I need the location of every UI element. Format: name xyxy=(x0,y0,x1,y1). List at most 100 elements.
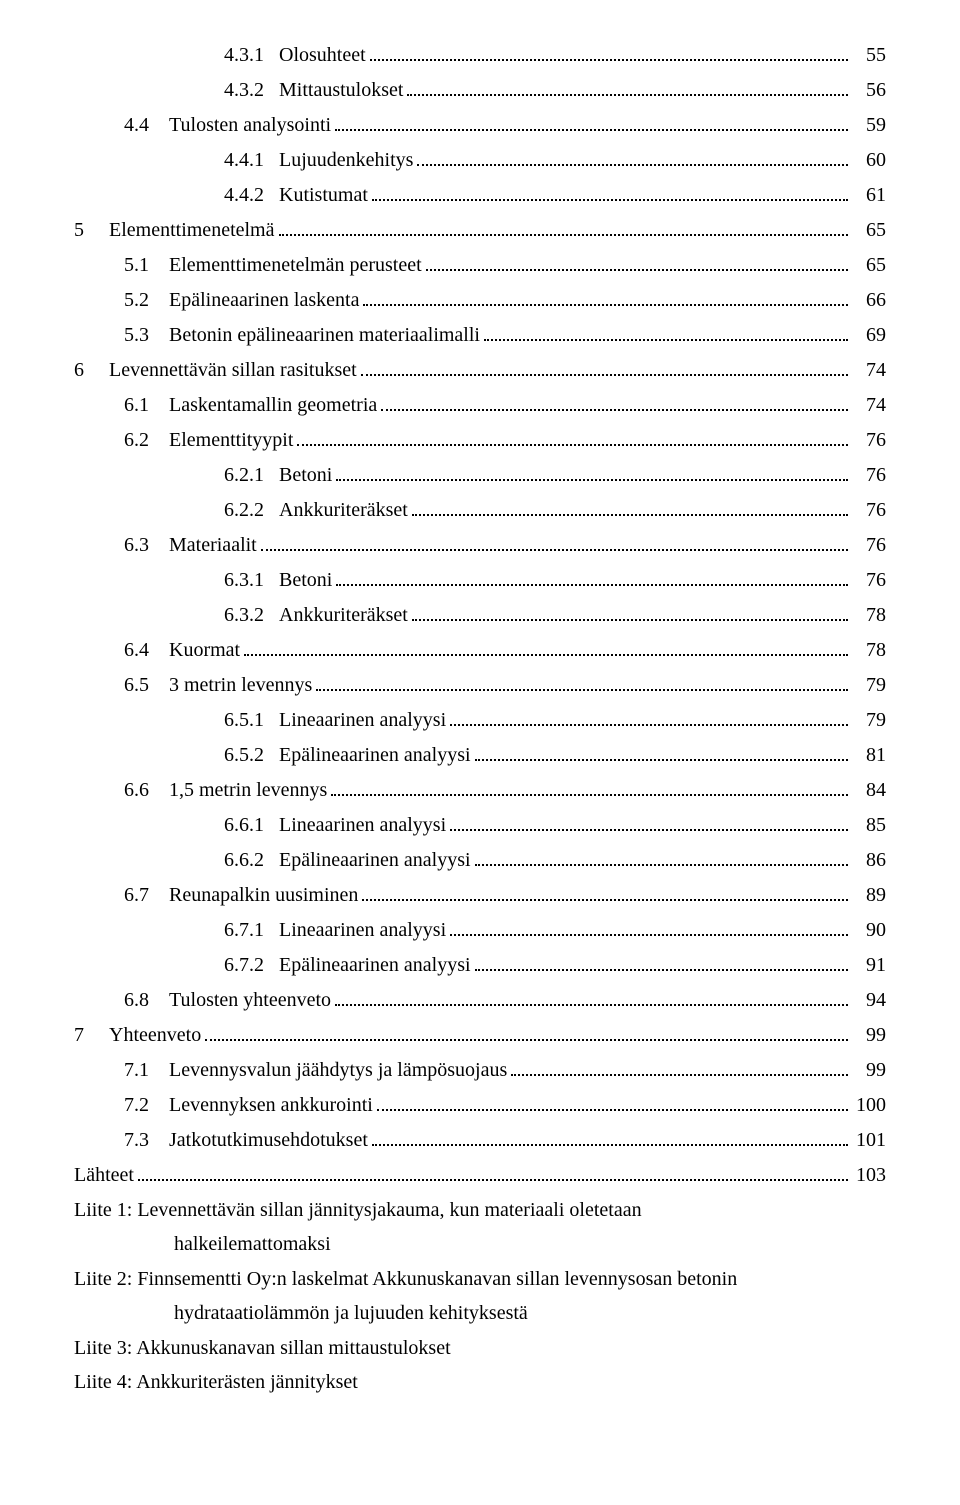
toc-leader-dots xyxy=(297,444,848,446)
appendix-entry: Liite 1: Levennettävän sillan jännitysja… xyxy=(74,1193,886,1227)
toc-label: 6.6 1,5 metrin levennys xyxy=(124,773,327,808)
toc-gap xyxy=(149,639,169,661)
toc-label: 6.2.1 Betoni xyxy=(224,458,332,493)
toc-label: 5.3 Betonin epälineaarinen materiaalimal… xyxy=(124,318,480,353)
toc-gap xyxy=(264,149,279,171)
toc-leader-dots xyxy=(412,619,848,621)
toc-title: Laskentamallin geometria xyxy=(169,394,377,416)
toc-leader-dots xyxy=(372,199,848,201)
appendix-line1: Liite 4: Ankkuriterästen jännitykset xyxy=(74,1371,358,1393)
toc-title: Tulosten yhteenveto xyxy=(169,989,331,1011)
toc-gap xyxy=(149,1129,169,1151)
toc-number: 4.4 xyxy=(124,114,149,136)
toc-number: 4.4.1 xyxy=(224,149,264,171)
toc-label: 6.6.2 Epälineaarinen analyysi xyxy=(224,843,471,878)
toc-number: 4.3.1 xyxy=(224,44,264,66)
toc-entry: 6.7 Reunapalkin uusiminen89 xyxy=(74,878,886,913)
toc-page-number: 79 xyxy=(852,703,886,738)
toc-label: 6.7.1 Lineaarinen analyysi xyxy=(224,913,446,948)
toc-leader-dots xyxy=(417,164,848,166)
toc-number: 6.3 xyxy=(124,534,149,556)
toc-number: 5.2 xyxy=(124,289,149,311)
toc-label: 7.2 Levennyksen ankkurointi xyxy=(124,1088,373,1123)
toc-leader-dots xyxy=(363,304,848,306)
toc-title: Levennysvalun jäähdytys ja lämpösuojaus xyxy=(169,1059,507,1081)
toc-gap xyxy=(264,79,279,101)
toc-leader-dots xyxy=(362,899,848,901)
toc-entry: 4.4 Tulosten analysointi59 xyxy=(74,108,886,143)
toc-entry: 6.2.1 Betoni 76 xyxy=(74,458,886,493)
toc-title: Yhteenveto xyxy=(109,1024,201,1046)
toc-page-number: 74 xyxy=(852,388,886,423)
toc-number: 6.7.1 xyxy=(224,919,264,941)
toc-gap xyxy=(84,359,109,381)
toc-leader-dots xyxy=(361,374,848,376)
toc-page-number: 81 xyxy=(852,738,886,773)
toc-title: Lujuudenkehitys xyxy=(279,149,413,171)
toc-label: 6.5 3 metrin levennys xyxy=(124,668,312,703)
toc-title: Betoni xyxy=(279,464,332,486)
toc-entry: 7.2 Levennyksen ankkurointi100 xyxy=(74,1088,886,1123)
toc-gap xyxy=(264,569,279,591)
toc-page-number: 91 xyxy=(852,948,886,983)
toc-entry: 6.5 3 metrin levennys 79 xyxy=(74,668,886,703)
toc-title: Levennettävän sillan rasitukset xyxy=(109,359,357,381)
toc-label: 6.7 Reunapalkin uusiminen xyxy=(124,878,358,913)
toc-page-number: 99 xyxy=(852,1053,886,1088)
toc-page-number: 90 xyxy=(852,913,886,948)
toc-title: Levennyksen ankkurointi xyxy=(169,1094,373,1116)
toc-leader-dots xyxy=(407,94,848,96)
toc-label: 6.5.2 Epälineaarinen analyysi xyxy=(224,738,471,773)
toc-entry: 6.3 Materiaalit76 xyxy=(74,528,886,563)
toc-page-number: 61 xyxy=(852,178,886,213)
toc-leader-dots xyxy=(475,759,848,761)
toc-title: Materiaalit xyxy=(169,534,257,556)
toc-gap xyxy=(264,709,279,731)
toc-label: 6.3.2 Ankkuriteräkset xyxy=(224,598,408,633)
toc-title: Reunapalkin uusiminen xyxy=(169,884,358,906)
toc-gap xyxy=(264,849,279,871)
toc-page-number: 79 xyxy=(852,668,886,703)
toc-page-number: 76 xyxy=(852,423,886,458)
toc-entry: 5.2 Epälineaarinen laskenta66 xyxy=(74,283,886,318)
toc-leader-dots xyxy=(450,934,848,936)
toc-page-number: 65 xyxy=(852,248,886,283)
toc-page-number: 99 xyxy=(852,1018,886,1053)
toc-title: Ankkuriteräkset xyxy=(279,499,408,521)
toc-page-number: 74 xyxy=(852,353,886,388)
toc-gap xyxy=(264,919,279,941)
toc-gap xyxy=(149,429,169,451)
toc-leader-dots xyxy=(205,1039,848,1041)
toc-label: 6.5.1 Lineaarinen analyysi xyxy=(224,703,446,738)
toc-gap xyxy=(264,814,279,836)
toc-page-number: 66 xyxy=(852,283,886,318)
toc-page-number: 78 xyxy=(852,598,886,633)
toc-page-number: 59 xyxy=(852,108,886,143)
toc-label: 6.6.1 Lineaarinen analyysi xyxy=(224,808,446,843)
toc-label: 6 Levennettävän sillan rasitukset xyxy=(74,353,357,388)
toc-label: 6.2.2 Ankkuriteräkset xyxy=(224,493,408,528)
toc-title: Kutistumat xyxy=(279,184,368,206)
toc-gap xyxy=(149,674,169,696)
toc-leader-dots xyxy=(511,1074,848,1076)
toc-label: 6.4 Kuormat xyxy=(124,633,240,668)
toc-entry: 6.5.2 Epälineaarinen analyysi 81 xyxy=(74,738,886,773)
toc-entry: 5.1 Elementtimenetelmän perusteet65 xyxy=(74,248,886,283)
appendix-list: Liite 1: Levennettävän sillan jännitysja… xyxy=(74,1193,886,1399)
toc-gap xyxy=(149,779,169,801)
toc-page-number: 76 xyxy=(852,458,886,493)
appendix-entry: Liite 2: Finnsementti Oy:n laskelmat Akk… xyxy=(74,1262,886,1296)
toc-number: 6 xyxy=(74,359,84,381)
toc-title: 3 metrin levennys xyxy=(169,674,312,696)
toc-leader-dots xyxy=(336,584,848,586)
toc-number: 6.5.1 xyxy=(224,709,264,731)
toc-entry: 6.5.1 Lineaarinen analyysi 79 xyxy=(74,703,886,738)
toc-page-number: 65 xyxy=(852,213,886,248)
toc-entry: 6.2 Elementtityypit76 xyxy=(74,423,886,458)
toc-gap xyxy=(149,1094,169,1116)
toc-number: 6.2.1 xyxy=(224,464,264,486)
toc-label: 4.3.1 Olosuhteet xyxy=(224,38,366,73)
toc-leader-dots xyxy=(279,234,849,236)
toc-leader-dots xyxy=(450,829,848,831)
toc-number: 7.2 xyxy=(124,1094,149,1116)
